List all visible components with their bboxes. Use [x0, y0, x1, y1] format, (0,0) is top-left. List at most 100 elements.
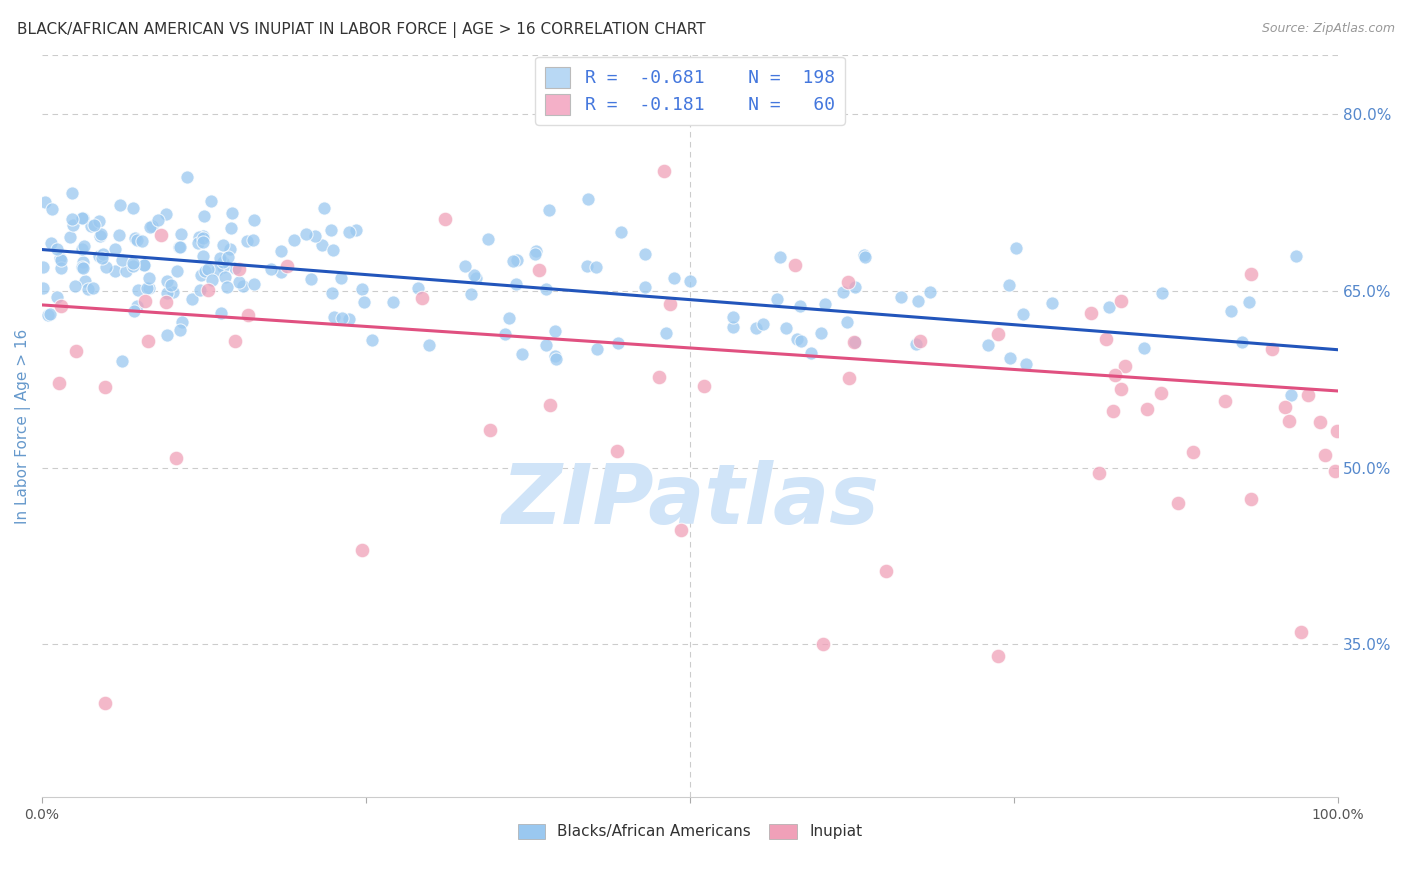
Point: [692, 378, 714, 392]
Point: [41, 202, 63, 216]
Point: [460, 287, 482, 301]
Point: [156, 328, 179, 343]
Point: [1220, 303, 1243, 318]
Point: [721, 310, 744, 324]
Point: [188, 229, 211, 244]
Point: [295, 227, 318, 241]
Point: [1040, 296, 1063, 310]
Point: [124, 231, 146, 245]
Point: [976, 338, 998, 352]
Point: [94, 260, 117, 274]
Point: [464, 271, 486, 285]
Point: [176, 169, 198, 184]
Point: [63, 279, 86, 293]
Point: [905, 337, 928, 351]
Point: [987, 648, 1010, 663]
Point: [91, 251, 114, 265]
Point: [191, 228, 214, 243]
Point: [160, 278, 183, 293]
Point: [170, 227, 193, 241]
Point: [1237, 294, 1260, 309]
Point: [360, 333, 382, 347]
Point: [502, 253, 524, 268]
Point: [49, 261, 72, 276]
Point: [1324, 464, 1347, 478]
Point: [138, 281, 160, 295]
Point: [87, 214, 110, 228]
Point: [221, 221, 243, 235]
Point: [167, 240, 190, 254]
Point: [191, 249, 214, 263]
Point: [224, 334, 246, 348]
Point: [39, 235, 62, 250]
Point: [1000, 351, 1022, 366]
Point: [139, 220, 162, 235]
Point: [108, 198, 131, 212]
Point: [775, 320, 797, 334]
Point: [463, 268, 485, 283]
Point: [193, 235, 215, 250]
Text: Source: ZipAtlas.com: Source: ZipAtlas.com: [1261, 22, 1395, 36]
Point: [837, 315, 859, 329]
Point: [132, 259, 155, 273]
Point: [534, 282, 557, 296]
Point: [918, 285, 941, 299]
Point: [1005, 241, 1028, 255]
Point: [454, 260, 477, 274]
Point: [1279, 388, 1302, 402]
Point: [212, 238, 235, 252]
Point: [299, 272, 322, 286]
Point: [155, 294, 177, 309]
Point: [523, 247, 546, 261]
Point: [1274, 400, 1296, 414]
Point: [32, 281, 55, 295]
Point: [115, 264, 138, 278]
Point: [188, 283, 211, 297]
Point: [498, 310, 520, 325]
Point: [578, 192, 600, 206]
Point: [228, 275, 250, 289]
Point: [1167, 496, 1189, 510]
Point: [610, 225, 633, 239]
Point: [232, 279, 254, 293]
Point: [852, 248, 875, 262]
Point: [37, 309, 59, 323]
Point: [1111, 294, 1133, 309]
Point: [529, 263, 551, 277]
Point: [75, 273, 97, 287]
Point: [191, 230, 214, 244]
Point: [205, 263, 228, 277]
Point: [138, 271, 160, 285]
Point: [321, 285, 343, 300]
Point: [434, 212, 457, 227]
Point: [34, 194, 56, 209]
Point: [1315, 448, 1337, 462]
Point: [789, 299, 811, 313]
Point: [512, 347, 534, 361]
Point: [111, 253, 134, 268]
Point: [534, 338, 557, 352]
Point: [221, 206, 243, 220]
Point: [540, 398, 562, 412]
Point: [243, 212, 266, 227]
Point: [141, 219, 163, 233]
Point: [125, 233, 148, 247]
Point: [790, 334, 813, 349]
Point: [194, 264, 217, 278]
Point: [783, 258, 806, 272]
Point: [406, 280, 429, 294]
Point: [1309, 415, 1331, 429]
Point: [134, 293, 156, 308]
Point: [72, 211, 94, 225]
Point: [217, 250, 239, 264]
Point: [72, 260, 94, 275]
Point: [1285, 249, 1308, 263]
Point: [260, 262, 283, 277]
Point: [634, 279, 657, 293]
Point: [745, 321, 768, 335]
Point: [853, 250, 876, 264]
Point: [219, 242, 242, 256]
Point: [330, 310, 353, 325]
Point: [652, 163, 675, 178]
Point: [907, 293, 929, 308]
